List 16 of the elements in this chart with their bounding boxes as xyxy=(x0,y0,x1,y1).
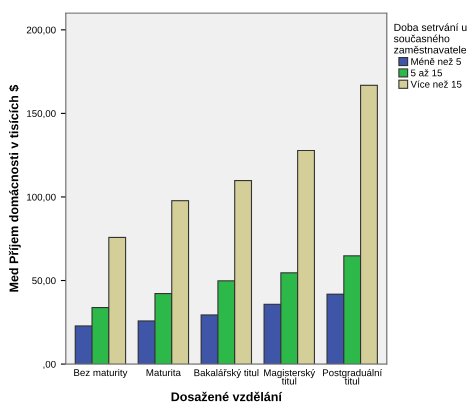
legend-label: Více než 15 xyxy=(410,80,462,88)
y-tick-label: 50,00 xyxy=(32,277,56,286)
x-tick-label: Magisterský titul xyxy=(264,368,316,385)
legend-label: Méně než 5 xyxy=(411,58,461,66)
legend-title: Doba setrvání u současného zaměstnavatele xyxy=(394,23,466,54)
legend-label: 5 až 15 xyxy=(410,69,442,76)
y-tick-label: 150,00 xyxy=(27,110,56,118)
x-tick-label: Bez maturity xyxy=(74,368,128,378)
x-tick-label: Postgraduální titul xyxy=(322,368,382,385)
y-axis-title: Med Příjem domácnosti v tisících $ xyxy=(8,84,21,292)
x-axis-title: Dosažené vzdělání xyxy=(172,392,282,402)
y-tick-label: ,00 xyxy=(43,360,56,369)
y-tick-label: 100,00 xyxy=(27,194,56,202)
x-tick-label: Maturita xyxy=(146,368,181,376)
x-tick-label: Bakalářský titul xyxy=(194,368,258,378)
y-tick-label: 200,00 xyxy=(26,26,56,35)
